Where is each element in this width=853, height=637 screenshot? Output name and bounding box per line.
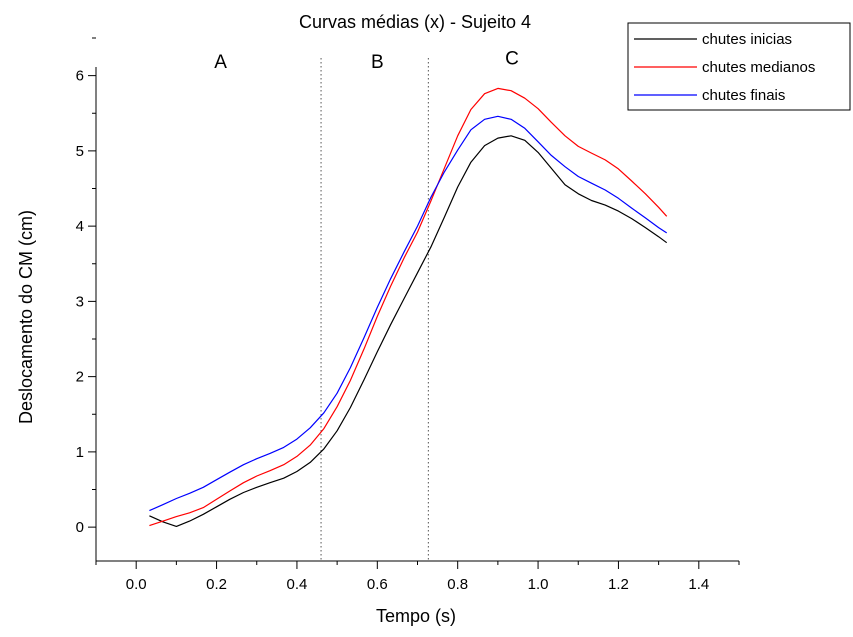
x-tick-label: 1.4	[688, 576, 709, 593]
series-lines	[149, 87, 668, 528]
legend-label: chutes medianos	[702, 59, 815, 76]
chart-title: Curvas médias (x) - Sujeito 4	[299, 12, 531, 32]
y-tick-label: 1	[76, 444, 84, 461]
x-tick-label: 1.0	[528, 576, 549, 593]
phase-lines	[320, 58, 429, 561]
phase-labels: A B C	[214, 48, 519, 73]
y-tick-label: 0	[76, 519, 84, 536]
y-tick-label: 5	[76, 143, 84, 160]
legend-label: chutes finais	[702, 87, 785, 104]
y-axis-label: Deslocamento do CM (cm)	[16, 210, 36, 424]
x-axis-label: Tempo (s)	[376, 606, 456, 626]
y-tick-label: 4	[76, 218, 84, 235]
series-line-3	[149, 115, 668, 512]
plot-area: 0.0 0.2 0.4 0.6 0.8 1.0 1.2 1.4 0 1 2 3 4 5 6 A B C	[76, 37, 740, 593]
y-tick-label: 2	[76, 369, 84, 386]
y-tick-label: 3	[76, 293, 84, 310]
y-tick-label: 6	[76, 68, 84, 85]
x-tick-label: 0.4	[287, 576, 308, 593]
y-axis-ticks: 0 1 2 3 4 5 6	[76, 37, 96, 536]
x-tick-label: 0.0	[126, 576, 147, 593]
series-line-2	[149, 87, 668, 527]
phase-label-c: C	[505, 48, 519, 69]
series-line-1	[149, 135, 668, 528]
phase-label-a: A	[214, 52, 227, 73]
x-tick-label: 1.2	[608, 576, 629, 593]
x-tick-label: 0.8	[447, 576, 468, 593]
legend: chutes inicias chutes medianos chutes fina…	[627, 22, 851, 111]
x-tick-label: 0.2	[206, 576, 227, 593]
legend-label: chutes inicias	[702, 31, 792, 48]
phase-label-b: B	[371, 52, 384, 73]
x-tick-label: 0.6	[367, 576, 388, 593]
plot-frame	[96, 38, 739, 561]
x-axis-ticks: 0.0 0.2 0.4 0.6 0.8 1.0 1.2 1.4	[95, 561, 740, 593]
